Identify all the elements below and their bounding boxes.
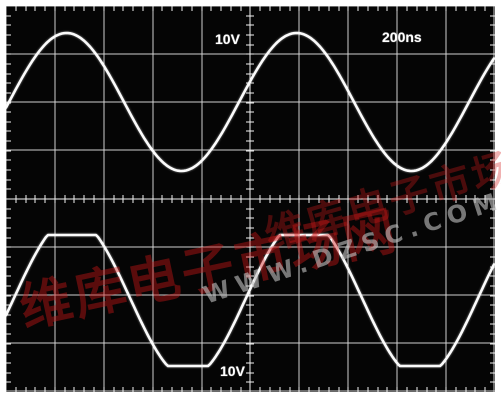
top-sine-trace [6,31,495,173]
bottom-channel-scale: 10V [220,363,245,379]
minor-ticks [6,6,495,392]
bottom-clipped-trace [6,233,495,368]
top-channel-scale: 10V [215,31,240,47]
timebase-scale: 200ns [382,29,422,45]
oscilloscope-screen [6,6,495,392]
oscilloscope-display [6,6,495,392]
